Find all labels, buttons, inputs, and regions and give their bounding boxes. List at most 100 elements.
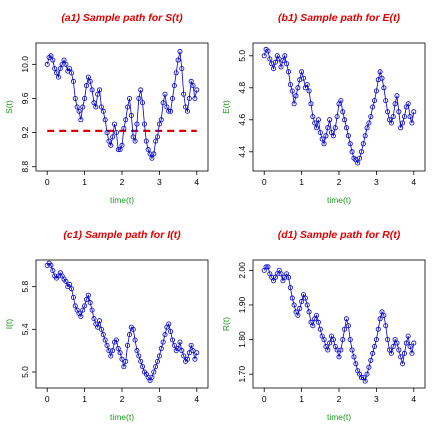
x-tick-label: 2 <box>120 394 125 404</box>
data-point <box>334 347 340 353</box>
data-point <box>396 347 402 353</box>
data-point <box>132 138 138 144</box>
data-point <box>340 337 346 343</box>
data-point <box>82 303 88 309</box>
y-tick-label: 5.0 <box>20 366 30 378</box>
data-point <box>383 98 389 104</box>
data-point <box>302 295 308 301</box>
x-axis-label: time(t) <box>110 195 134 205</box>
x-tick-label: 3 <box>374 394 379 404</box>
data-point <box>93 104 99 110</box>
data-point <box>136 353 142 359</box>
data-point <box>168 108 174 114</box>
data-point <box>126 95 132 101</box>
data-point <box>343 316 349 322</box>
data-point <box>80 104 86 110</box>
data-point <box>192 95 198 101</box>
data-point <box>286 274 292 280</box>
data-point <box>179 66 185 72</box>
data-point <box>291 302 297 308</box>
data-point <box>366 120 372 126</box>
data-point <box>80 307 86 313</box>
data-point <box>278 64 284 70</box>
data-point <box>315 117 321 123</box>
data-point <box>181 353 187 359</box>
y-tick-label: 4.6 <box>237 114 247 126</box>
plot-frame <box>252 259 426 389</box>
data-point <box>181 91 187 97</box>
data-point <box>70 294 76 300</box>
x-tick-label: 3 <box>157 394 162 404</box>
data-point <box>394 340 400 346</box>
data-point <box>104 342 110 348</box>
data-point <box>67 66 73 72</box>
data-point <box>63 278 69 284</box>
data-point <box>405 101 411 107</box>
y-tick-label: 8.8 <box>20 161 30 173</box>
x-tick-label: 1 <box>82 394 87 404</box>
data-point <box>95 91 101 97</box>
data-point <box>299 299 305 305</box>
data-point <box>166 108 172 114</box>
data-point <box>121 125 127 131</box>
data-point <box>169 95 175 101</box>
data-point <box>89 87 95 93</box>
data-point <box>287 82 293 88</box>
data-point <box>364 371 370 377</box>
data-point <box>147 151 153 157</box>
data-point <box>162 332 168 338</box>
data-point <box>403 340 409 346</box>
data-point <box>330 133 336 139</box>
data-point <box>85 292 91 298</box>
data-point <box>102 337 108 343</box>
data-point <box>153 138 159 144</box>
x-tick-label: 3 <box>374 177 379 187</box>
data-point <box>59 61 65 67</box>
data-point <box>61 57 67 63</box>
data-point <box>177 49 183 55</box>
data-point <box>400 120 406 126</box>
x-tick-label: 0 <box>45 177 50 187</box>
data-point <box>160 339 166 345</box>
data-point <box>349 347 355 353</box>
data-point <box>83 296 89 302</box>
data-point <box>347 337 353 343</box>
data-point <box>123 358 129 364</box>
data-point <box>353 361 359 367</box>
data-point <box>119 356 125 362</box>
x-tick-label: 4 <box>194 177 199 187</box>
data-point <box>396 109 402 115</box>
data-point <box>400 361 406 367</box>
data-point <box>377 316 383 322</box>
data-point <box>289 88 295 94</box>
data-point <box>377 69 383 75</box>
data-point <box>97 87 103 93</box>
chart-title: (c1) Sample path for I(t) <box>63 229 181 241</box>
data-point <box>164 104 170 110</box>
data-point <box>134 348 140 354</box>
data-point <box>280 58 286 64</box>
x-axis-label: time(t) <box>327 195 351 205</box>
data-point <box>171 83 177 89</box>
data-point <box>149 155 155 161</box>
data-point <box>370 350 376 356</box>
data-point <box>91 316 97 322</box>
x-tick-label: 0 <box>262 394 267 404</box>
data-point <box>327 340 333 346</box>
data-point <box>192 356 198 362</box>
data-point <box>52 66 58 72</box>
data-point <box>70 78 76 84</box>
data-point <box>113 337 119 343</box>
data-point <box>169 337 175 343</box>
data-point <box>102 117 108 123</box>
data-point <box>321 337 327 343</box>
data-point <box>186 350 192 356</box>
data-point <box>325 347 331 353</box>
x-tick-label: 4 <box>194 394 199 404</box>
chart-title: (b1) Sample path for E(t) <box>278 12 400 24</box>
data-point <box>130 326 136 332</box>
data-point <box>304 82 310 88</box>
data-point <box>158 117 164 123</box>
data-point <box>173 70 179 76</box>
data-point <box>50 57 56 63</box>
